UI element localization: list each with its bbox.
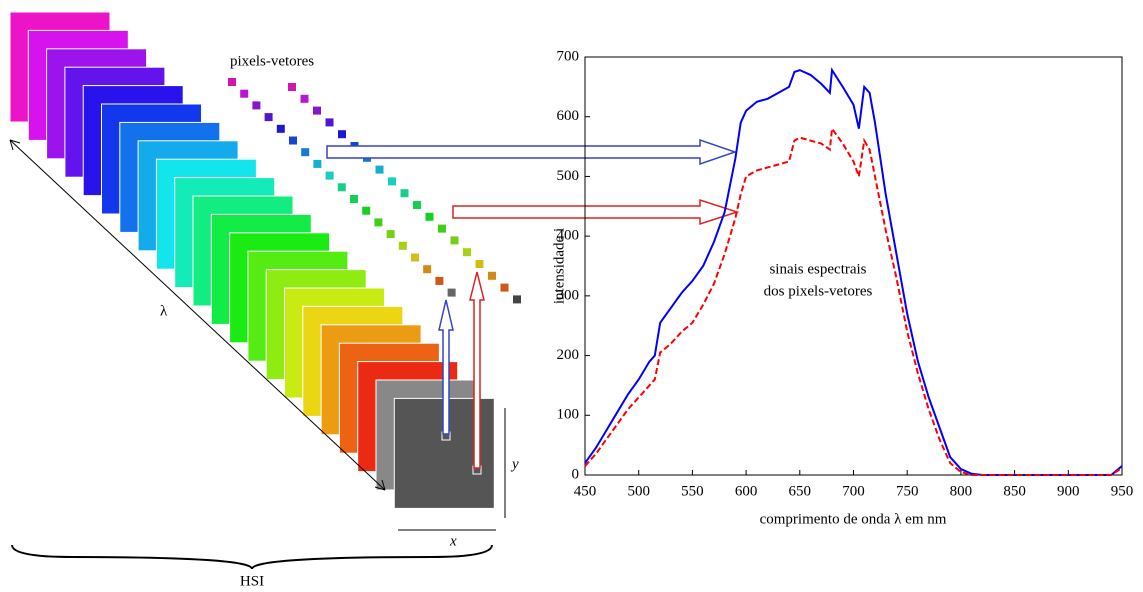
annotation: sinais espectrais [769,261,866,277]
pixel [513,295,521,304]
pixel [276,124,285,133]
pixel [463,248,471,257]
pixel [325,118,334,127]
pixel [325,171,334,180]
pixel [413,201,421,209]
hsi-label: HSI [240,573,264,589]
x-tick-label: 700 [842,483,865,499]
pixel [288,83,296,91]
red-up-arrow [469,271,485,469]
y-label: y [510,456,519,472]
pixels-label: pixels-vetores [230,53,314,69]
pixel-vectors [228,78,521,304]
pixel [375,165,384,174]
pixel [300,94,309,103]
plot: 450 500 550 600 650 700 750 800 850 900 950 0 100 200… [557,48,1134,499]
pixel [435,276,444,285]
pixel [374,218,383,227]
pixel [488,271,496,280]
blue-arrow [326,138,738,166]
annotation: dos pixels-vetores [764,283,873,299]
hsi-cube [9,11,495,509]
y-tick-label: 300 [557,287,580,303]
arrowheads [9,139,386,491]
pixel [411,253,419,262]
pixel [500,283,509,292]
series-line [584,67,1123,476]
x-tick-label: 800 [950,483,973,499]
pixel [423,265,432,274]
red-arrow [452,198,740,226]
x-tick-label: 450 [574,483,597,499]
pixel [450,236,459,245]
x-tick-label: 650 [789,483,812,499]
pixel [400,189,409,198]
pixel [264,113,273,122]
x-tick-label: 850 [1003,483,1026,499]
y-tick-label: 500 [557,168,580,184]
y-tick-label: 0 [572,466,580,482]
pixel [228,78,236,86]
y-axis-label: intensidade i [551,228,567,304]
x-tick-label: 550 [681,483,704,499]
pixel [313,106,321,115]
x-label: x [449,533,457,549]
pixel [350,195,358,203]
y-tick-label: 200 [557,347,580,363]
lambda-label: λ [160,303,168,319]
pixel [362,206,371,215]
y-tick-label: 600 [557,108,580,124]
pixel [447,288,456,297]
y-tick-label: 400 [557,228,580,244]
x-tick-label: 500 [627,483,650,499]
pixel [438,224,446,233]
x-tick-label: 600 [735,483,758,499]
pixel [301,148,310,157]
pixel [386,230,395,239]
pixel [240,89,249,98]
pixel [252,101,261,110]
series-line [584,125,1123,476]
y-tick-label: 100 [557,407,580,423]
x-tick-label: 950 [1111,483,1134,499]
pixel [289,136,297,145]
lambda-axis [9,139,386,491]
pixel [388,177,396,186]
pixel [475,260,484,268]
pixel [337,183,346,192]
x-tick-label: 900 [1057,483,1080,499]
pixel [398,241,407,250]
brace [11,544,493,570]
x-tick-label: 750 [896,483,919,499]
blue-up-arrow [438,299,454,435]
pixel [313,159,322,168]
pixel [425,212,434,221]
y-tick-label: 700 [557,48,580,64]
x-axis-label: comprimento de onda λ em nm [760,511,947,527]
pixel [338,130,346,139]
